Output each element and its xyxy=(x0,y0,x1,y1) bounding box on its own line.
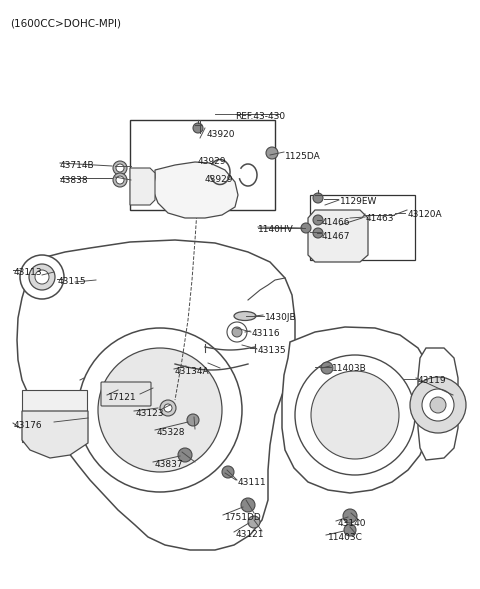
Circle shape xyxy=(266,147,278,159)
Circle shape xyxy=(98,348,222,472)
Text: 43119: 43119 xyxy=(418,376,446,385)
Circle shape xyxy=(248,516,260,528)
Text: 1430JB: 1430JB xyxy=(265,313,297,322)
Text: 41463: 41463 xyxy=(366,214,395,223)
Polygon shape xyxy=(153,162,238,218)
Text: 43120A: 43120A xyxy=(408,210,443,219)
Bar xyxy=(130,120,275,210)
Circle shape xyxy=(313,193,323,203)
Circle shape xyxy=(232,327,242,337)
Circle shape xyxy=(430,397,446,413)
Circle shape xyxy=(227,322,247,342)
Text: 43929: 43929 xyxy=(198,157,227,166)
Circle shape xyxy=(222,466,234,478)
Ellipse shape xyxy=(234,312,256,320)
Text: 43838: 43838 xyxy=(60,176,89,185)
Circle shape xyxy=(160,400,176,416)
Circle shape xyxy=(116,176,124,184)
Text: 1140HV: 1140HV xyxy=(258,225,294,234)
Polygon shape xyxy=(130,168,155,205)
Text: 43116: 43116 xyxy=(252,329,281,338)
Text: 41467: 41467 xyxy=(322,232,350,241)
Polygon shape xyxy=(22,411,88,458)
Circle shape xyxy=(113,173,127,187)
Circle shape xyxy=(410,377,466,433)
Circle shape xyxy=(422,389,454,421)
Circle shape xyxy=(78,328,242,492)
Text: 11403B: 11403B xyxy=(332,364,367,373)
Text: (1600CC>DOHC-MPI): (1600CC>DOHC-MPI) xyxy=(10,18,121,28)
Text: 43837: 43837 xyxy=(155,460,184,469)
Text: 43134A: 43134A xyxy=(175,367,210,376)
Circle shape xyxy=(178,448,192,462)
Circle shape xyxy=(311,371,399,459)
Text: 17121: 17121 xyxy=(108,393,137,402)
Text: 43176: 43176 xyxy=(14,421,43,430)
Circle shape xyxy=(343,509,357,523)
Circle shape xyxy=(313,215,323,225)
Circle shape xyxy=(344,524,356,536)
Circle shape xyxy=(116,164,124,172)
FancyBboxPatch shape xyxy=(22,390,87,442)
Polygon shape xyxy=(282,327,432,493)
Circle shape xyxy=(321,362,333,374)
Text: 43920: 43920 xyxy=(207,130,236,139)
Text: 41466: 41466 xyxy=(322,218,350,227)
Text: 43111: 43111 xyxy=(238,478,266,487)
Text: 1129EW: 1129EW xyxy=(340,197,377,206)
Text: 43115: 43115 xyxy=(58,277,86,286)
Text: 43929: 43929 xyxy=(205,175,233,184)
Text: 43113: 43113 xyxy=(14,268,43,277)
Text: 43121: 43121 xyxy=(236,530,264,539)
Circle shape xyxy=(164,404,172,412)
Polygon shape xyxy=(308,210,368,262)
Circle shape xyxy=(241,498,255,512)
Circle shape xyxy=(313,228,323,238)
Circle shape xyxy=(29,264,55,290)
Circle shape xyxy=(35,270,49,284)
Circle shape xyxy=(187,414,199,426)
Text: 43714B: 43714B xyxy=(60,161,95,170)
Polygon shape xyxy=(418,348,458,460)
Bar xyxy=(310,195,415,260)
Circle shape xyxy=(113,161,127,175)
Text: 45328: 45328 xyxy=(157,428,185,437)
Text: 1125DA: 1125DA xyxy=(285,152,321,161)
Text: 11403C: 11403C xyxy=(328,533,363,542)
Text: 43135: 43135 xyxy=(258,346,287,355)
Circle shape xyxy=(301,223,311,233)
Text: 43140: 43140 xyxy=(338,519,367,528)
Polygon shape xyxy=(17,240,295,550)
Text: 1751DD: 1751DD xyxy=(225,513,262,522)
Text: 43123: 43123 xyxy=(136,409,165,418)
Text: REF.43-430: REF.43-430 xyxy=(235,112,285,121)
Circle shape xyxy=(193,123,203,133)
Circle shape xyxy=(295,355,415,475)
FancyBboxPatch shape xyxy=(101,382,151,406)
Circle shape xyxy=(20,255,64,299)
